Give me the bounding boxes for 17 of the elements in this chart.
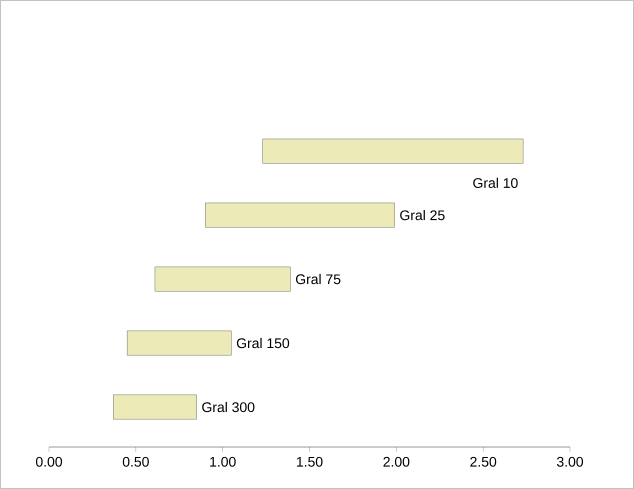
bar [113, 394, 197, 420]
bar [262, 138, 524, 164]
bar [205, 202, 395, 228]
bar [126, 330, 232, 356]
x-tick-label: 3.00 [556, 456, 584, 467]
x-tick-label: 2.00 [383, 456, 410, 467]
x-tick-label: 0.00 [36, 456, 62, 467]
x-tick-label: 1.50 [296, 456, 323, 467]
y-tick-label: Gral 300 [202, 402, 254, 412]
x-tick-label: 0.50 [122, 456, 149, 467]
x-tick-label: 1.00 [210, 456, 236, 467]
y-tick-label: Gral 25 [400, 210, 445, 220]
bar [154, 266, 291, 292]
y-tick-label: Gral 75 [296, 274, 340, 284]
x-tick-label: 2.50 [470, 456, 496, 467]
y-tick-label: Gral 10 [473, 178, 518, 188]
y-tick-label: Gral 150 [236, 338, 290, 348]
